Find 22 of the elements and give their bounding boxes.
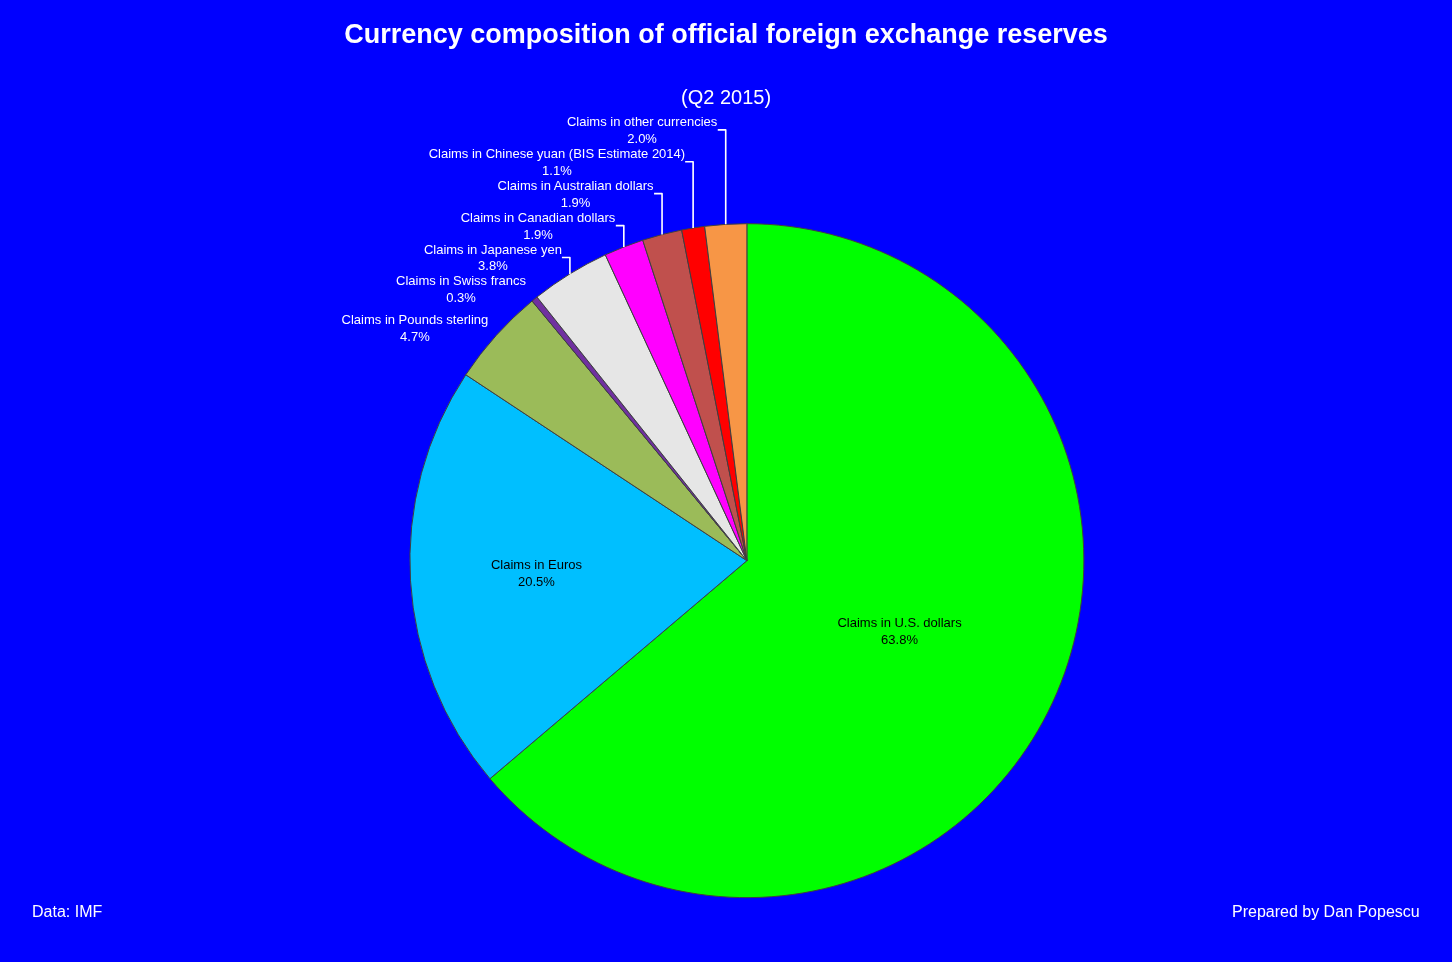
slice-label: Claims in other currencies	[566, 113, 718, 129]
slice-label: Claims in U.S. dollars	[837, 615, 963, 631]
data-label: 2.0%	[627, 130, 658, 146]
slice-label: Claims in Euros	[490, 557, 583, 573]
slice-label: Claims in Swiss francs	[396, 273, 527, 289]
data-label: 20.5%	[518, 574, 556, 590]
chart-subtitle: (Q2 2015)	[681, 86, 772, 108]
slice-label: Claims in Chinese yuan (BIS Estimate 2014)	[428, 145, 686, 161]
data-label: 1.9%	[560, 194, 591, 210]
slice-label: Claims in Japanese yen	[423, 241, 562, 257]
slice-label: Claims in Australian dollars	[497, 177, 655, 193]
data-label: 1.9%	[523, 226, 554, 242]
slice-label: Claims in Pounds sterling	[341, 312, 489, 328]
slice-label: Claims in Canadian dollars	[460, 209, 616, 225]
data-label: 0.3%	[446, 290, 477, 306]
text: Prepared by Dan Popescu	[1232, 903, 1420, 920]
chart-title: Currency composition of official foreign exchange reserves	[344, 18, 1108, 49]
data-label: 1.1%	[542, 162, 573, 178]
data-label: 3.8%	[478, 258, 509, 274]
text: Data: IMF	[32, 903, 103, 920]
data-label: 63.8%	[881, 632, 919, 648]
data-label: 4.7%	[400, 329, 431, 345]
